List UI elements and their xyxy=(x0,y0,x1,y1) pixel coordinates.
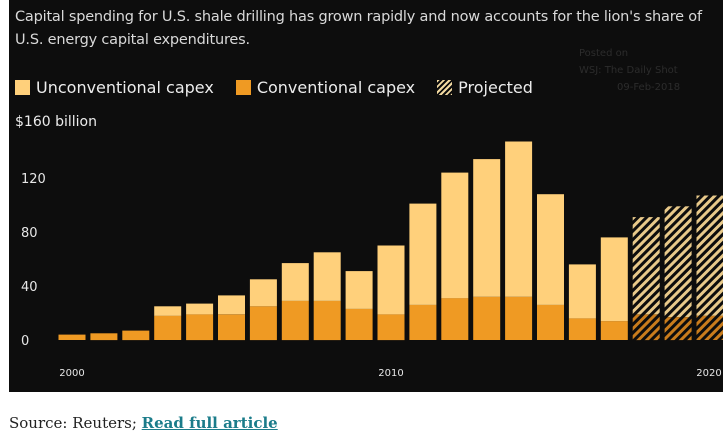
bar-unconventional-2012 xyxy=(441,172,469,299)
bar-unconventional-2018 xyxy=(632,217,660,315)
bar-unconventional-2007 xyxy=(281,263,309,301)
legend-label-unconventional: Unconventional capex xyxy=(36,78,214,97)
legend-label-conventional: Conventional capex xyxy=(256,78,416,97)
bar-conventional-2005 xyxy=(218,314,245,341)
bar-unconventional-2006 xyxy=(249,279,277,307)
bar-conventional-2020 xyxy=(696,315,723,340)
bar-unconventional-2013 xyxy=(473,159,501,297)
chart-legend: Unconventional capex Conventional capex … xyxy=(15,78,555,97)
x-tick-label: 2010 xyxy=(378,368,403,379)
bar-conventional-2012 xyxy=(441,298,469,340)
bar-unconventional-2005 xyxy=(218,295,245,315)
legend-swatch-unconventional xyxy=(15,80,30,95)
bar-conventional-2002 xyxy=(122,330,150,341)
watermark-line-3: 09-Feb-2018 xyxy=(617,82,681,93)
bar-conventional-2004 xyxy=(186,314,214,341)
bar-conventional-2000 xyxy=(58,334,86,340)
chart-panel: Capital spending for U.S. shale drilling… xyxy=(9,0,723,392)
legend-label-projected: Projected xyxy=(458,78,533,97)
bar-conventional-2015 xyxy=(537,304,564,340)
bar-conventional-2010 xyxy=(377,314,405,341)
bar-unconventional-2004 xyxy=(186,303,214,315)
bar-unconventional-2020 xyxy=(696,195,723,316)
source-line: Source: Reuters; Read full article xyxy=(9,414,278,432)
bar-unconventional-2016 xyxy=(568,264,596,319)
chart-subtitle: Capital spending for U.S. shale drilling… xyxy=(15,9,702,48)
bar-conventional-2009 xyxy=(345,308,373,340)
bar-conventional-2018 xyxy=(632,314,660,341)
bar-conventional-2001 xyxy=(90,333,118,341)
legend-swatch-projected xyxy=(437,80,453,95)
y-tick-label: 120 xyxy=(21,172,46,187)
bar-unconventional-2014 xyxy=(505,141,533,297)
read-full-article-link[interactable]: Read full article xyxy=(141,414,278,432)
watermark-line-1: Posted on xyxy=(579,48,629,59)
bar-unconventional-2019 xyxy=(664,206,692,317)
bar-unconventional-2003 xyxy=(154,306,182,316)
bar-conventional-2007 xyxy=(281,300,309,341)
bar-conventional-2006 xyxy=(249,306,277,341)
bar-conventional-2016 xyxy=(568,318,596,340)
source-text: Source: Reuters; xyxy=(9,414,142,432)
watermark: Posted on WSJ: The Daily Shot 09-Feb-201… xyxy=(579,45,680,96)
bar-unconventional-2010 xyxy=(377,245,405,315)
bar-conventional-2017 xyxy=(600,321,628,340)
legend-item-conventional: Conventional capex xyxy=(235,78,416,97)
bar-conventional-2003 xyxy=(154,315,182,340)
x-tick-label: 2000 xyxy=(59,368,84,379)
bar-conventional-2014 xyxy=(505,296,533,340)
bar-unconventional-2015 xyxy=(537,194,564,305)
bar-conventional-2013 xyxy=(473,296,501,340)
bar-unconventional-2008 xyxy=(313,252,341,301)
bar-unconventional-2009 xyxy=(345,271,373,309)
bar-unconventional-2011 xyxy=(409,203,437,305)
y-axis-unit-label: $160 billion xyxy=(15,114,97,130)
bar-conventional-2011 xyxy=(409,304,437,340)
bar-unconventional-2017 xyxy=(600,237,628,322)
bar-plot: 0 40 80 120 2000 2010 2020 xyxy=(21,141,723,379)
legend-item-unconventional: Unconventional capex xyxy=(15,78,214,97)
x-tick-label: 2020 xyxy=(696,368,721,379)
y-tick-label: 40 xyxy=(21,280,38,295)
legend-swatch-conventional xyxy=(235,80,251,95)
legend-item-projected: Projected xyxy=(437,78,533,97)
watermark-line-2: WSJ: The Daily Shot xyxy=(579,65,678,76)
bar-conventional-2008 xyxy=(313,300,341,341)
y-tick-label: 0 xyxy=(21,334,29,349)
y-tick-label: 80 xyxy=(21,226,38,241)
bar-conventional-2019 xyxy=(664,317,692,341)
